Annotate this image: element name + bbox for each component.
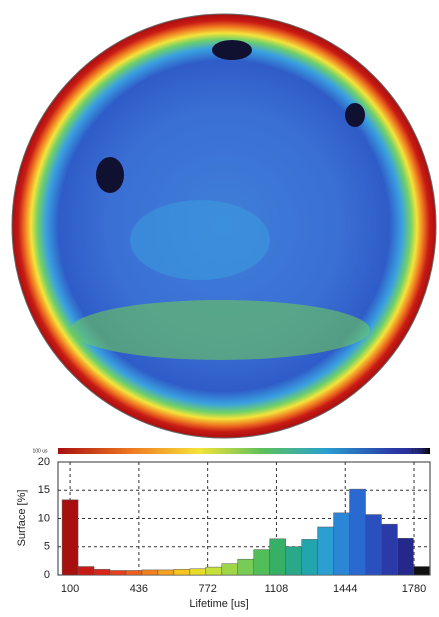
bar [109, 570, 127, 576]
y-tick-label: 10 [38, 512, 50, 524]
wafer-defect [96, 157, 124, 193]
y-tick-label: 20 [38, 456, 50, 468]
bar [189, 568, 207, 576]
y-tick-label: 0 [44, 569, 50, 581]
bar [349, 488, 366, 576]
y-tick-label: 15 [38, 484, 50, 496]
bar [269, 538, 286, 576]
bar [381, 523, 398, 576]
bar [285, 546, 302, 576]
colorbar-label: 100 us [32, 448, 48, 454]
x-tick-label: 1780 [402, 583, 426, 595]
bar [93, 569, 111, 576]
bar [173, 569, 191, 576]
x-tick-label: 772 [198, 583, 216, 595]
bar [61, 499, 79, 576]
bar [333, 512, 350, 576]
colorbar [58, 448, 430, 454]
bar [413, 566, 430, 576]
x-axis-label: Lifetime [us] [189, 598, 248, 610]
wafer-defect [345, 103, 365, 127]
bar [205, 566, 223, 576]
bar [125, 570, 143, 576]
bar [157, 569, 175, 576]
x-tick-label: 1444 [333, 583, 357, 595]
bar [317, 526, 334, 576]
bar [221, 563, 239, 576]
bar [397, 538, 414, 576]
x-tick-label: 100 [61, 583, 79, 595]
y-axis-label: Surface [%] [16, 490, 28, 547]
y-tick-label: 5 [44, 541, 50, 553]
bar [77, 566, 95, 576]
wafer-defect [212, 40, 252, 60]
bar [365, 514, 382, 576]
bar [301, 539, 318, 576]
bar [253, 549, 270, 576]
bar [237, 558, 254, 576]
x-tick-label: 1108 [265, 583, 289, 595]
wafer-region [130, 200, 270, 280]
x-tick-label: 436 [130, 583, 148, 595]
wafer-region [70, 300, 370, 360]
bar [141, 569, 159, 576]
colorbar-label: 1780 us [411, 448, 429, 454]
